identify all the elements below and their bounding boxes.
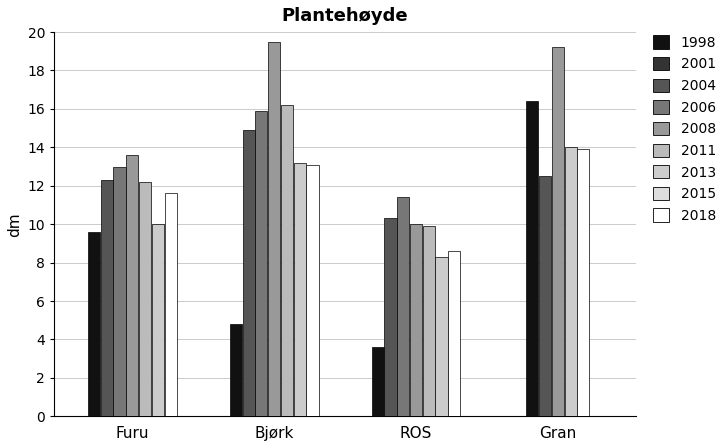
- Bar: [552, 47, 564, 416]
- Bar: [268, 42, 280, 416]
- Bar: [294, 163, 306, 416]
- Bar: [164, 194, 177, 416]
- Bar: [410, 224, 422, 416]
- Bar: [422, 226, 435, 416]
- Bar: [435, 257, 448, 416]
- Legend: 1998, 2001, 2004, 2006, 2008, 2011, 2013, 2015, 2018: 1998, 2001, 2004, 2006, 2008, 2011, 2013…: [648, 31, 720, 227]
- Bar: [255, 111, 268, 416]
- Bar: [371, 347, 384, 416]
- Title: Plantehøyde: Plantehøyde: [282, 7, 409, 25]
- Bar: [385, 219, 396, 416]
- Bar: [526, 101, 539, 416]
- Bar: [126, 155, 138, 416]
- Bar: [152, 224, 164, 416]
- Bar: [577, 149, 590, 416]
- Bar: [139, 182, 151, 416]
- Bar: [113, 167, 126, 416]
- Bar: [88, 232, 100, 416]
- Bar: [306, 164, 318, 416]
- Bar: [230, 324, 242, 416]
- Bar: [539, 176, 551, 416]
- Y-axis label: dm: dm: [7, 212, 22, 237]
- Bar: [243, 130, 254, 416]
- Bar: [101, 180, 113, 416]
- Bar: [449, 251, 460, 416]
- Bar: [565, 147, 577, 416]
- Bar: [281, 105, 293, 416]
- Bar: [397, 197, 409, 416]
